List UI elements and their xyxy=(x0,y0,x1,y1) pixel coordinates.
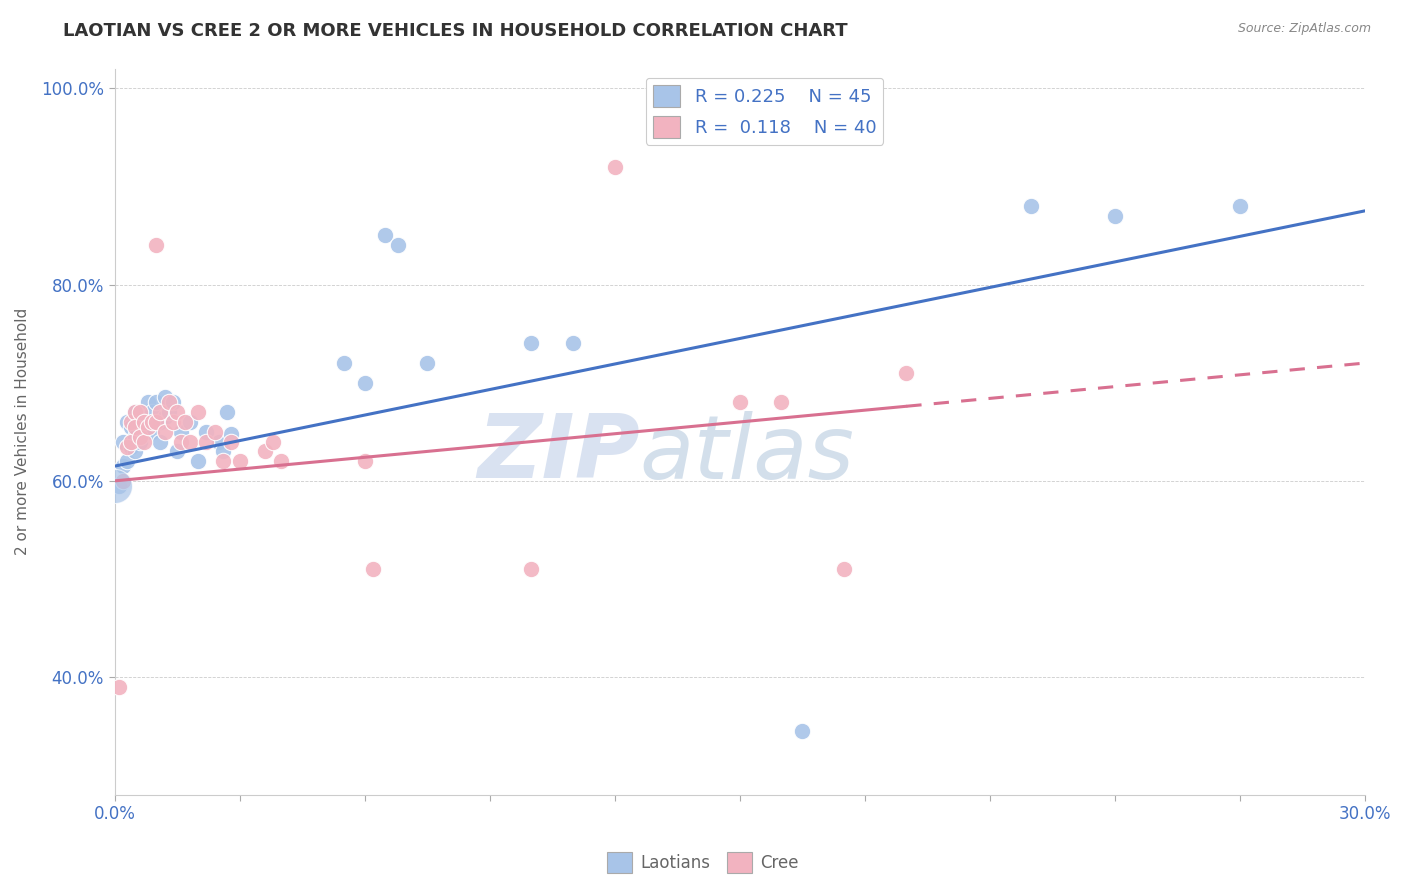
Point xyxy=(136,395,159,409)
Point xyxy=(128,405,150,419)
Point xyxy=(115,415,138,429)
Legend: Laotians, Cree: Laotians, Cree xyxy=(600,846,806,880)
Point xyxy=(149,415,172,429)
Point xyxy=(520,562,543,576)
Point xyxy=(270,454,292,468)
Point xyxy=(120,440,142,454)
Point xyxy=(153,391,176,405)
Text: atlas: atlas xyxy=(640,410,855,497)
Point xyxy=(896,366,918,380)
Point xyxy=(149,405,172,419)
Point xyxy=(128,430,150,444)
Point xyxy=(1229,199,1251,213)
Point xyxy=(792,724,814,739)
Point xyxy=(166,444,188,458)
Point xyxy=(166,405,188,419)
Point xyxy=(141,425,163,439)
Point xyxy=(124,444,146,458)
Point xyxy=(332,356,354,370)
Point xyxy=(212,454,235,468)
Point xyxy=(145,415,167,429)
Legend: R = 0.225    N = 45, R =  0.118    N = 40: R = 0.225 N = 45, R = 0.118 N = 40 xyxy=(645,78,883,145)
Point xyxy=(111,474,134,488)
Point xyxy=(174,415,197,429)
Point xyxy=(387,238,409,252)
Text: Source: ZipAtlas.com: Source: ZipAtlas.com xyxy=(1237,22,1371,36)
Point xyxy=(212,444,235,458)
Point xyxy=(120,434,142,449)
Point xyxy=(262,434,284,449)
Point xyxy=(219,434,242,449)
Point xyxy=(153,425,176,439)
Point xyxy=(204,425,226,439)
Point xyxy=(361,562,384,576)
Point xyxy=(353,454,375,468)
Point xyxy=(253,444,276,458)
Point xyxy=(111,459,134,474)
Point xyxy=(162,395,184,409)
Point xyxy=(832,562,855,576)
Point xyxy=(128,415,150,429)
Point xyxy=(208,434,231,449)
Point xyxy=(770,395,793,409)
Point xyxy=(124,430,146,444)
Y-axis label: 2 or more Vehicles in Household: 2 or more Vehicles in Household xyxy=(15,308,30,556)
Text: LAOTIAN VS CREE 2 OR MORE VEHICLES IN HOUSEHOLD CORRELATION CHART: LAOTIAN VS CREE 2 OR MORE VEHICLES IN HO… xyxy=(63,22,848,40)
Point xyxy=(374,228,396,243)
Point xyxy=(353,376,375,390)
Point xyxy=(170,425,193,439)
Point xyxy=(728,395,751,409)
Point xyxy=(141,405,163,419)
Point xyxy=(179,415,201,429)
Point xyxy=(157,405,180,419)
Point xyxy=(111,434,134,449)
Point xyxy=(128,434,150,449)
Point xyxy=(103,479,125,493)
Point xyxy=(120,415,142,429)
Point xyxy=(132,410,155,425)
Point xyxy=(145,395,167,409)
Point xyxy=(187,405,209,419)
Point xyxy=(195,425,218,439)
Point xyxy=(187,454,209,468)
Point xyxy=(1104,209,1126,223)
Point xyxy=(124,420,146,434)
Point xyxy=(149,434,172,449)
Point xyxy=(1021,199,1043,213)
Point xyxy=(603,160,626,174)
Point xyxy=(115,440,138,454)
Point xyxy=(145,238,167,252)
Point xyxy=(561,336,583,351)
Point xyxy=(136,420,159,434)
Point xyxy=(162,415,184,429)
Point xyxy=(416,356,439,370)
Text: ZIP: ZIP xyxy=(477,410,640,497)
Point xyxy=(215,405,238,419)
Point xyxy=(132,434,155,449)
Point xyxy=(195,434,218,449)
Point xyxy=(107,680,129,694)
Point xyxy=(141,415,163,429)
Point xyxy=(136,415,159,429)
Point xyxy=(219,426,242,441)
Point xyxy=(153,410,176,425)
Point xyxy=(120,420,142,434)
Point xyxy=(228,454,250,468)
Point xyxy=(132,425,155,439)
Point xyxy=(115,454,138,468)
Point xyxy=(107,479,129,493)
Point xyxy=(124,405,146,419)
Point xyxy=(124,405,146,419)
Point xyxy=(157,395,180,409)
Point xyxy=(179,434,201,449)
Point xyxy=(170,434,193,449)
Point xyxy=(520,336,543,351)
Point xyxy=(132,415,155,429)
